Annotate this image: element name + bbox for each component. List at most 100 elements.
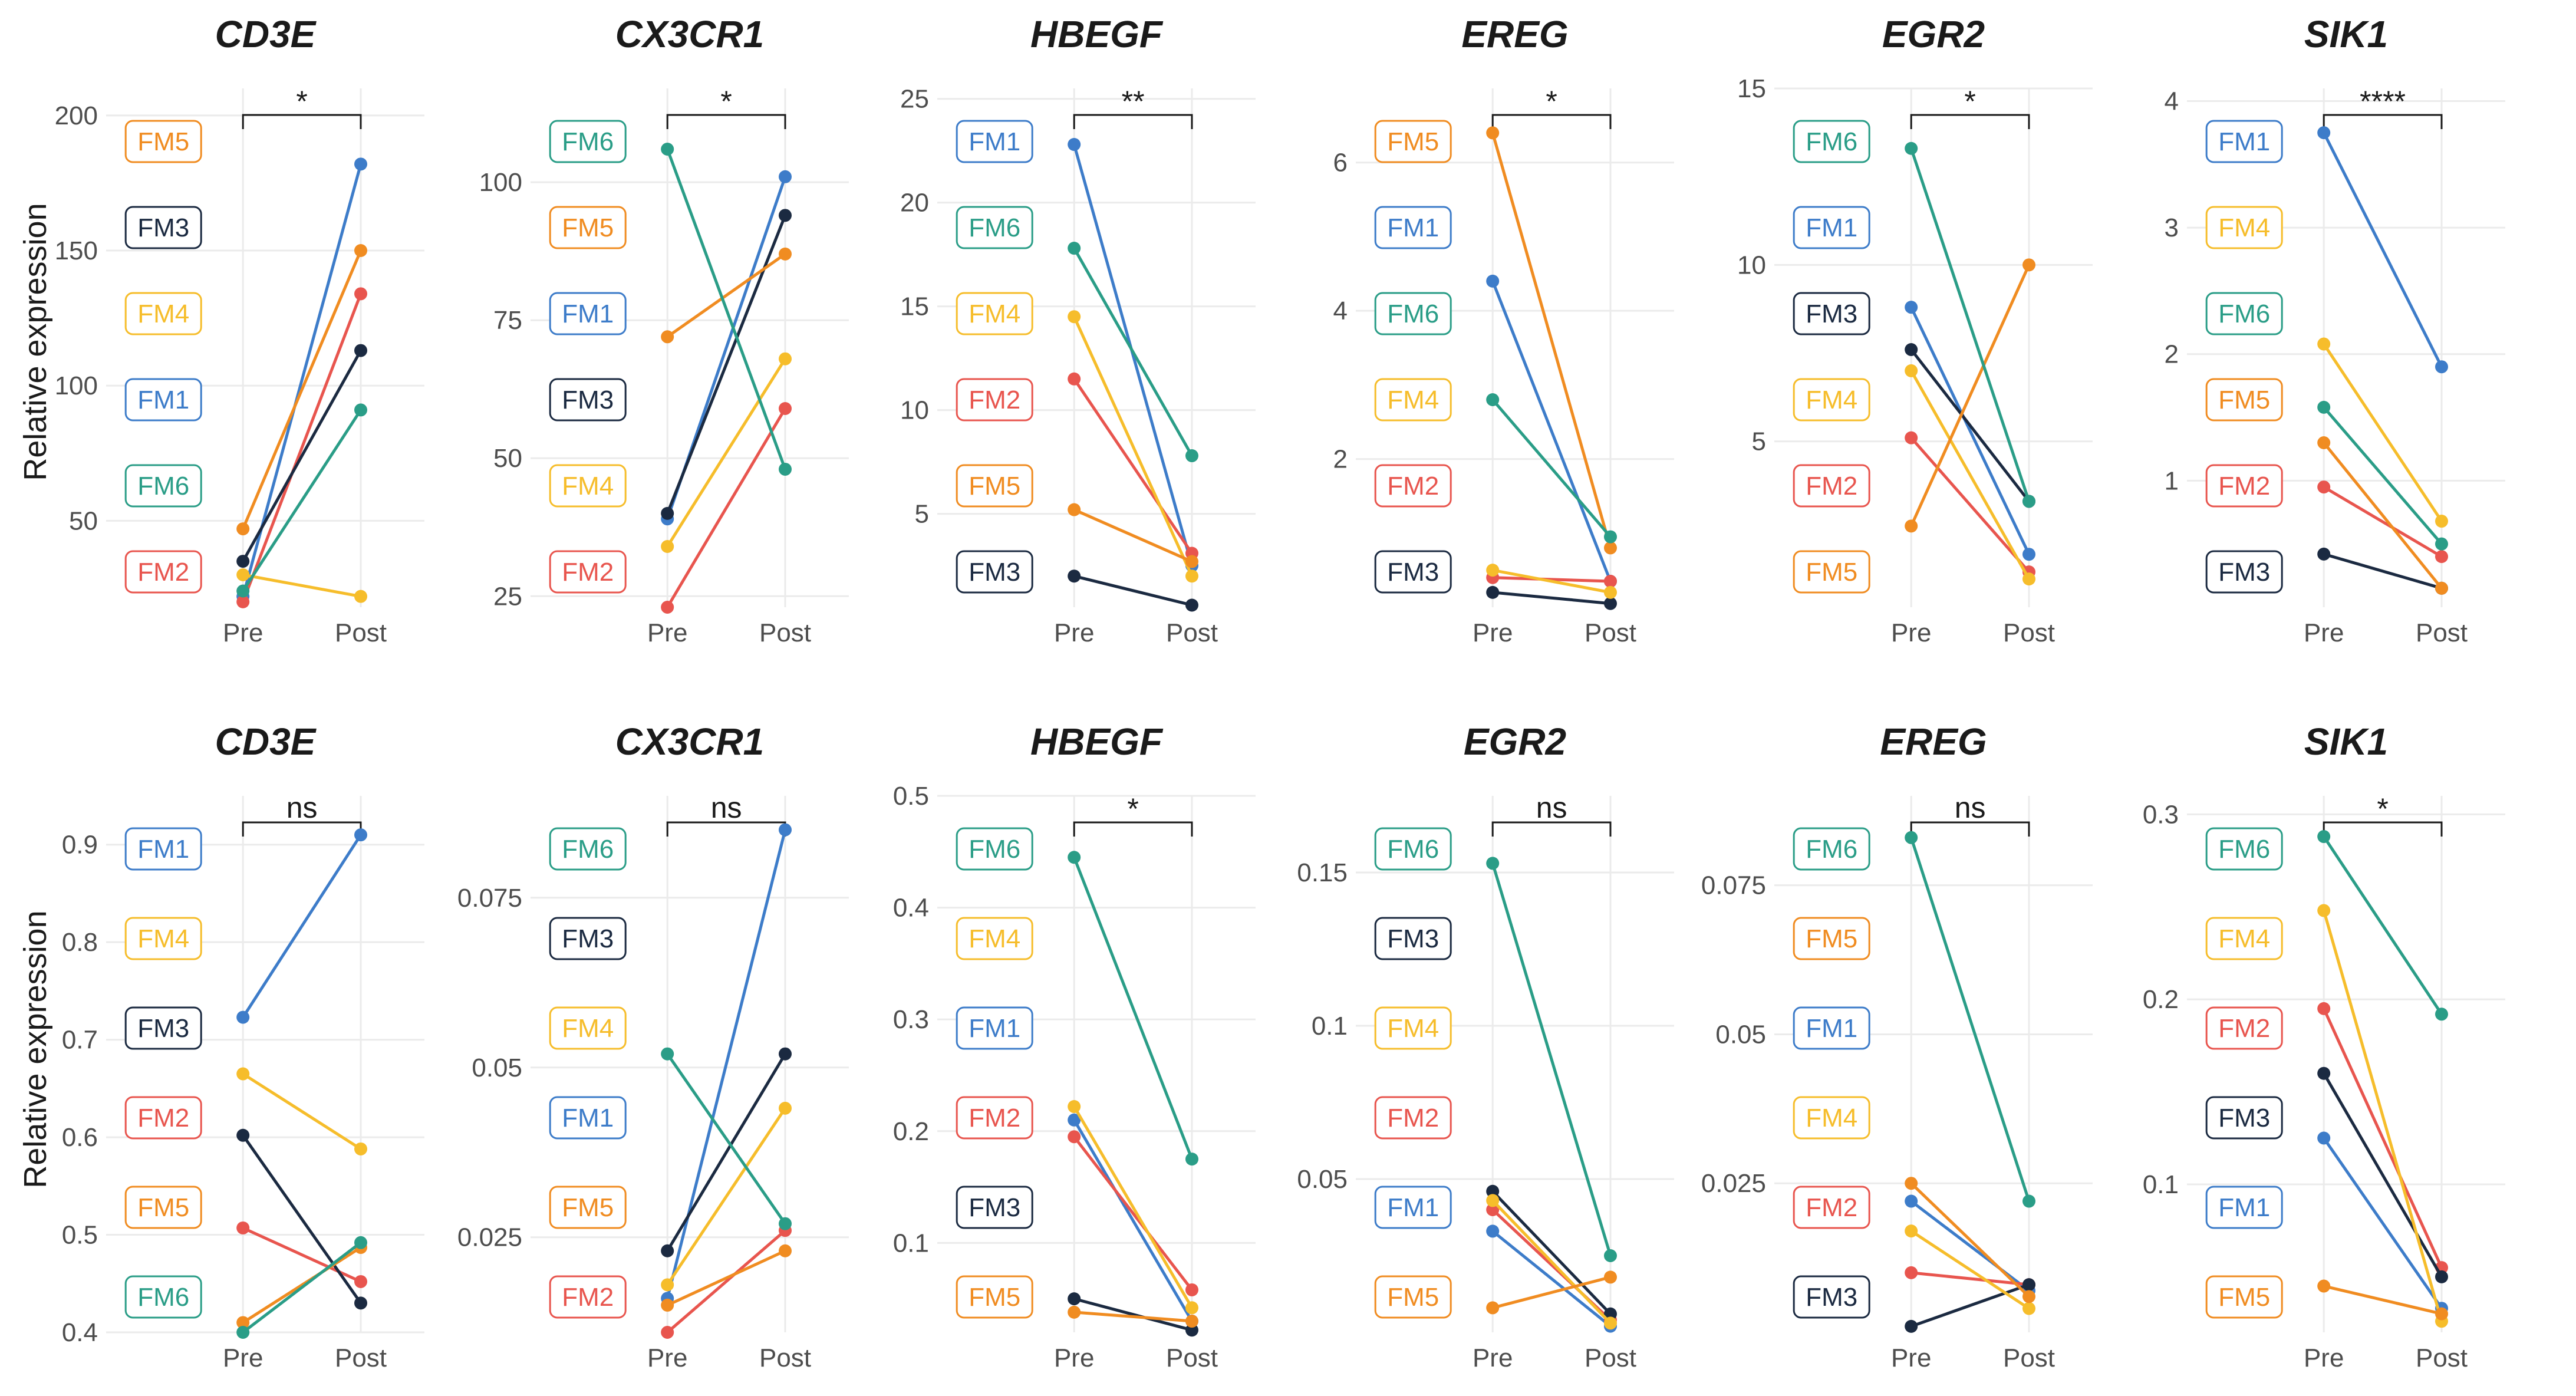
data-point-fm3-post [1185,598,1198,612]
data-point-fm2-pre [2317,480,2331,494]
fm-label-box-fm4 [956,917,1033,960]
data-point-fm3-pre [1486,585,1500,599]
data-point-fm3-post [779,209,792,222]
fm-label-fm5: FM5 [137,1193,189,1222]
y-tick-label: 0.05 [1715,1020,1766,1049]
significance-label: ns [1955,791,1986,824]
data-point-fm1-post [779,170,792,183]
fm-label-box-fm3 [124,1006,202,1050]
fm-label-box-fm4 [956,292,1033,335]
data-point-fm6-pre [236,584,250,598]
fm-label-fm4: FM4 [137,299,189,328]
fm-label-fm3: FM3 [969,1193,1020,1222]
y-tick-label: 0.1 [1312,1012,1348,1041]
fm-label-box-fm6 [2205,292,2283,335]
fm-label-box-fm5 [1374,120,1452,163]
series-line-fm5 [1073,508,1193,563]
fm-label-fm6: FM6 [2218,299,2270,328]
x-tick-label: Post [759,618,811,647]
fm-label-box-fm4 [1374,378,1452,422]
fm-label-fm1: FM1 [2218,127,2270,156]
fm-label-fm2: FM2 [1806,1193,1857,1222]
panel-egr2-r0: EGR2 5 10 15 Pre Post * FM6 FM1 FM3 FM4 FM2 FM5 [1737,13,2093,647]
data-point-fm1-post [2435,360,2448,374]
fm-label-fm6: FM6 [562,127,614,156]
fm-label-fm5: FM5 [2218,386,2270,414]
fm-label-box-fm3 [1374,550,1452,594]
data-point-fm4-post [1604,1316,1617,1330]
data-point-fm2-post [1604,575,1617,588]
data-point-fm3-pre [1486,1184,1500,1198]
data-point-fm6-pre [661,1047,674,1061]
data-point-fm4-pre [1068,310,1081,324]
series-line-fm4 [666,358,787,548]
data-point-fm1-post [354,828,367,842]
data-point-fm4-post [1604,585,1617,599]
fm-label-box-fm4 [2205,917,2283,960]
fm-label-box-fm4 [549,1006,627,1050]
series-line-fm4 [1491,1199,1612,1325]
fm-label-fm5: FM5 [1387,1283,1439,1312]
data-point-fm6-post [779,1217,792,1230]
y-tick-label: 20 [900,189,929,218]
y-tick-label: 0.15 [1297,858,1348,887]
series-line-fm1 [1909,307,2031,555]
data-point-fm4-pre [1905,364,1918,377]
series-line-fm5 [242,1246,362,1324]
fm-label-box-fm5 [956,1275,1033,1319]
fm-label-box-fm1 [956,120,1033,163]
data-point-fm3-pre [236,555,250,568]
y-tick-label: 10 [900,396,929,425]
series-line-fm3 [1910,1283,2030,1328]
series-line-fm1 [1073,1119,1194,1322]
data-point-fm4-pre [236,1067,250,1081]
data-point-fm2-post [2435,550,2448,564]
data-point-fm2-pre [236,1221,250,1234]
fm-label-fm2: FM2 [562,1283,614,1312]
fm-label-fm2: FM2 [2218,472,2270,501]
fm-label-fm4: FM4 [969,924,1020,953]
fm-label-box-fm2 [1374,464,1452,508]
data-point-fm5-post [2022,1290,2035,1303]
fm-label-fm1: FM1 [1806,1014,1857,1043]
y-tick-label: 0.3 [893,1005,929,1034]
panel-title: EREG [1461,13,1568,55]
fm-label-box-fm2 [956,1096,1033,1140]
fm-label-box-fm4 [549,464,627,508]
x-tick-label: Pre [1891,618,1931,647]
fm-label-fm3: FM3 [2218,1104,2270,1132]
x-tick-label: Post [1585,1344,1636,1372]
significance-label: * [296,85,307,118]
data-point-fm1-pre [1905,1194,1918,1208]
x-tick-label: Pre [647,618,687,647]
significance-label: ns [286,791,318,824]
data-point-fm1-pre [2317,126,2331,140]
data-point-fm1-pre [2317,1131,2331,1145]
data-point-fm2-pre [1068,1130,1081,1144]
fm-label-box-fm1 [549,1096,627,1140]
x-tick-label: Post [759,1344,811,1372]
data-point-fm1-pre [1068,1113,1081,1127]
fm-label-fm2: FM2 [1806,472,1857,501]
significance-label: **** [2360,85,2406,118]
series-line-fm2 [1910,437,2030,573]
series-line-fm3 [1491,1190,1612,1315]
data-point-fm2-pre [1905,431,1918,445]
series-line-fm4 [242,1072,362,1151]
series-line-fm4 [2322,910,2443,1322]
data-point-fm3-post [1604,597,1617,610]
data-point-fm2-post [354,287,367,301]
fm-label-fm3: FM3 [1806,299,1857,328]
fm-label-box-fm5 [2205,1275,2283,1319]
data-point-fm2-pre [1068,372,1081,386]
x-tick-label: Post [1166,618,1218,647]
x-tick-label: Post [2003,618,2055,647]
fm-label-fm6: FM6 [137,1283,189,1312]
fm-label-box-fm5 [1793,917,1870,960]
data-point-fm4-post [354,1142,367,1155]
fm-label-fm5: FM5 [1806,558,1857,587]
panel-title: CX3CR1 [615,720,765,763]
fm-label-fm5: FM5 [562,1193,614,1222]
series-line-fm5 [1492,1275,1611,1309]
panel-title: CD3E [215,13,317,55]
